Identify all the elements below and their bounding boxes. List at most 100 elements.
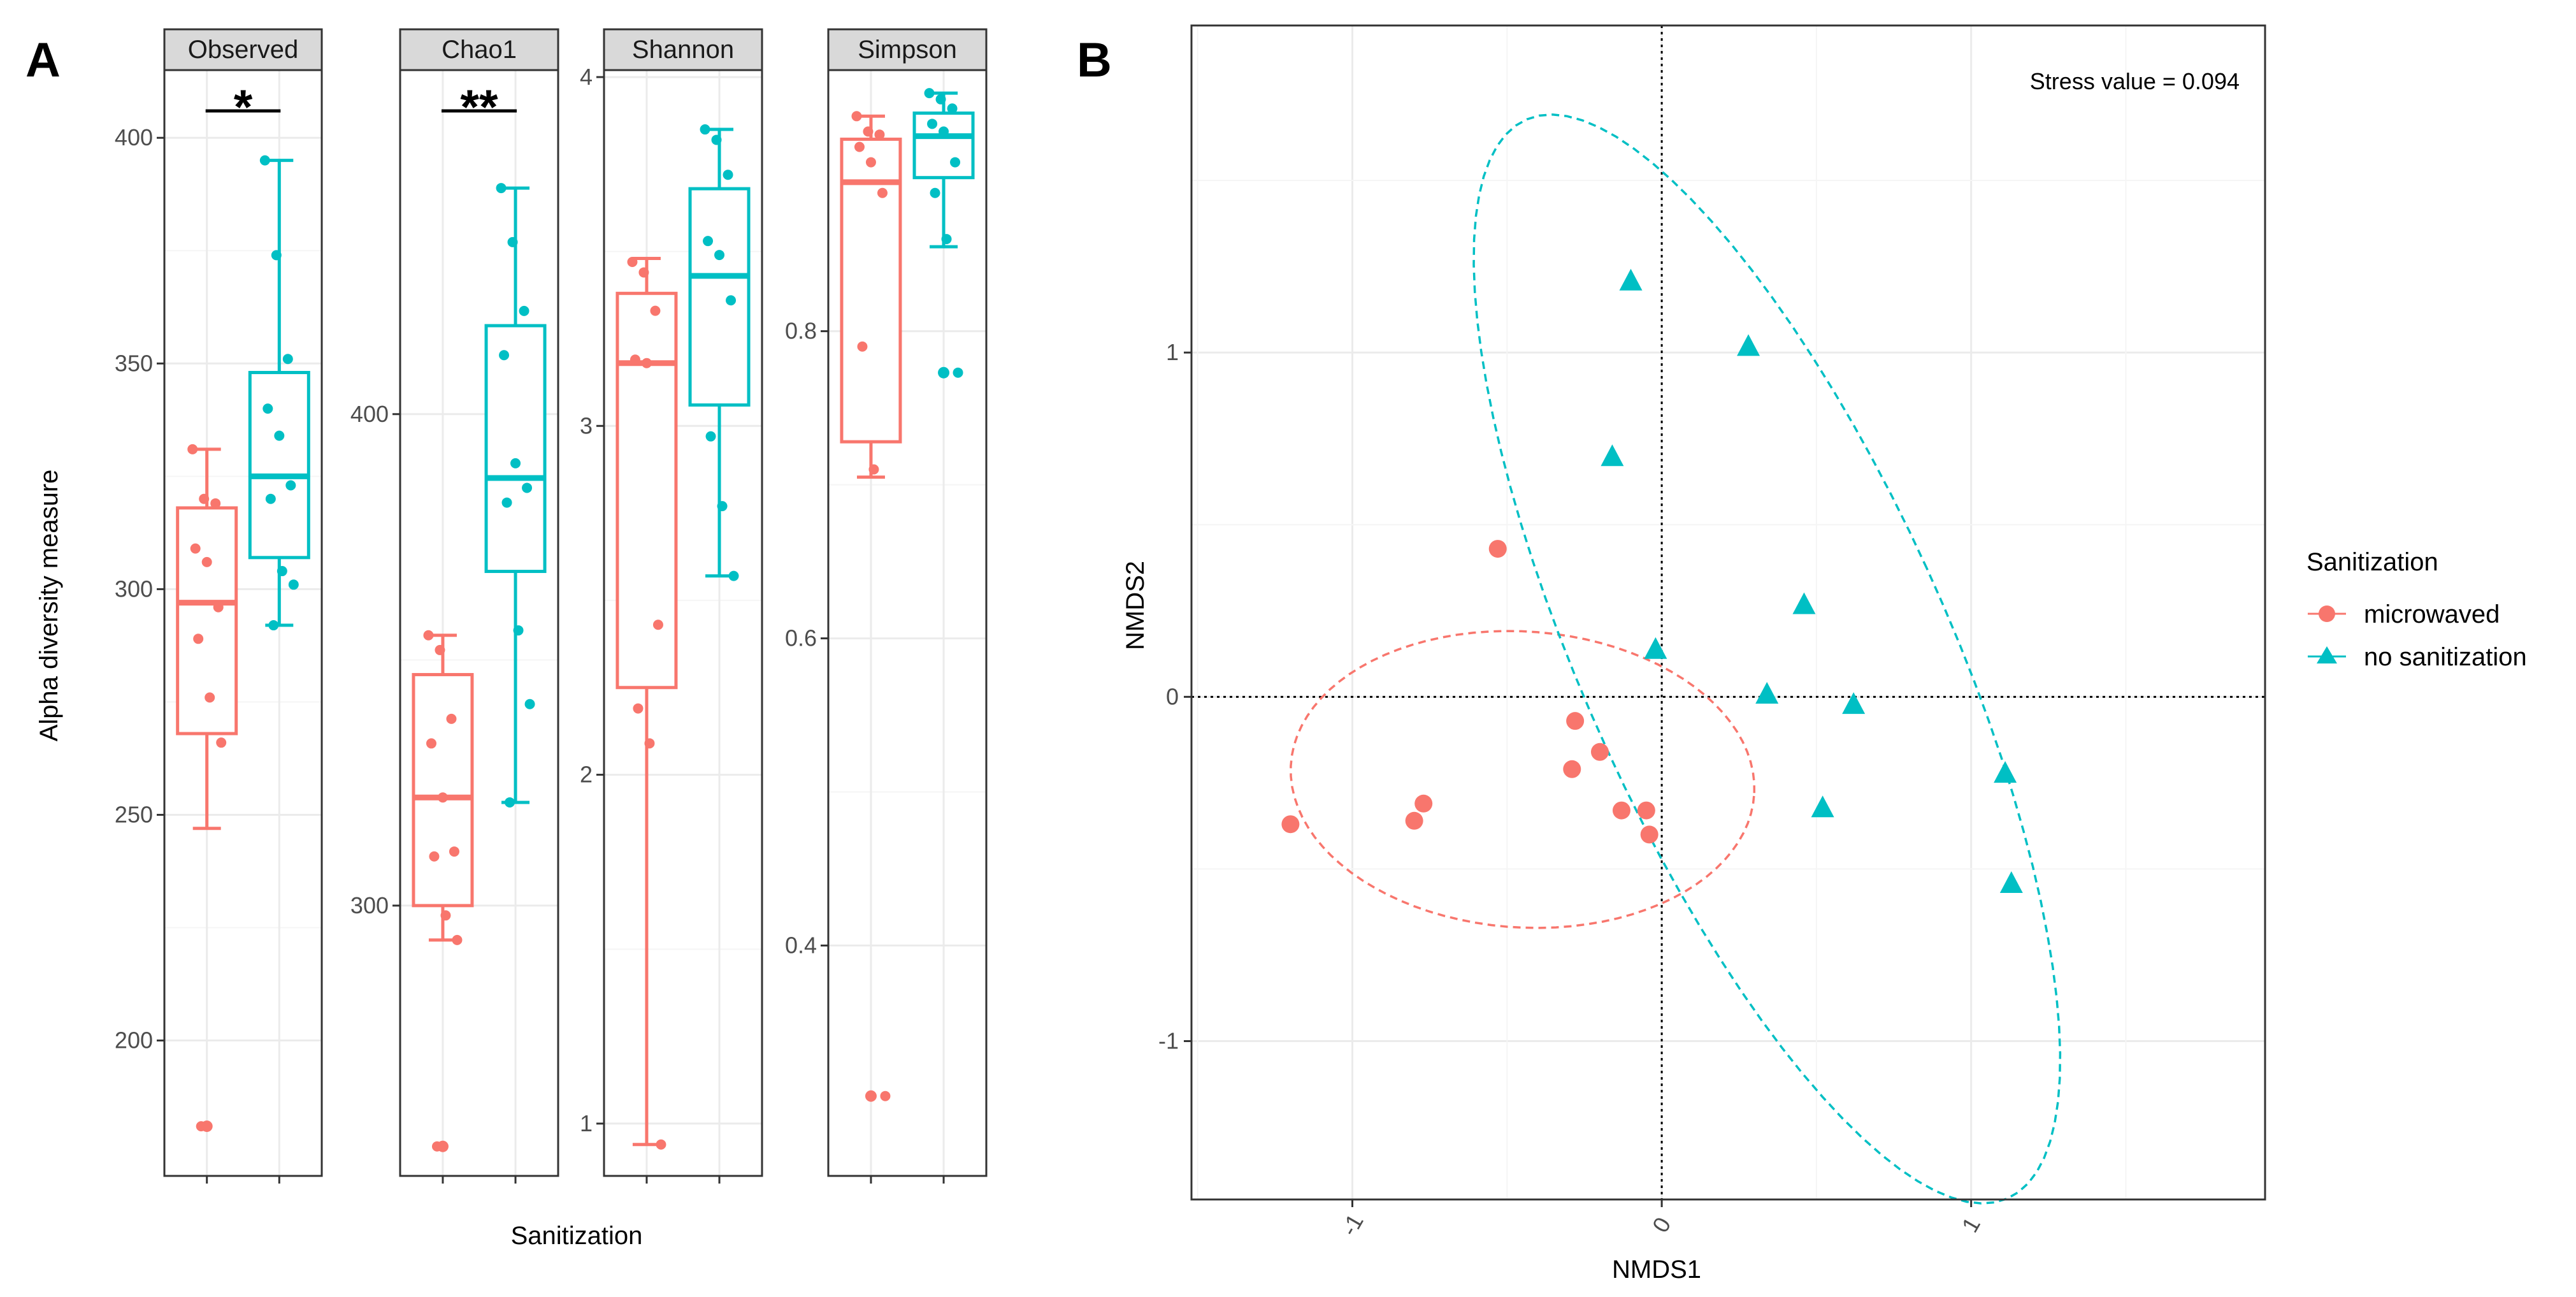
nmds-point-microwaved-7 <box>1414 794 1433 813</box>
facet-simpson-no-sanitization-point-1 <box>935 94 946 105</box>
facet-chao1-no-sanitization-point-5 <box>522 482 533 493</box>
nmds-point-microwaved-5 <box>1637 801 1655 820</box>
nmds-point-no-sanitization-5 <box>1755 681 1779 704</box>
panel-a-x-axis-title: Sanitization <box>511 1222 643 1250</box>
facet-shannon-y-tick-label-2: 3 <box>580 412 593 438</box>
facet-chao1-no-sanitization-point-0 <box>496 183 507 194</box>
nmds-point-microwaved-9 <box>1281 815 1300 834</box>
facet-simpson-no-sanitization-point-8 <box>953 367 963 378</box>
facet-strip-label-simpson: Simpson <box>858 36 957 64</box>
facet-simpson-no-sanitization-point-4 <box>939 126 949 137</box>
facet-shannon-no-sanitization-point-8 <box>728 570 739 581</box>
facet-simpson-no-sanitization-outlier-0 <box>938 366 950 379</box>
facet-simpson-microwaved-point-8 <box>880 1090 891 1101</box>
facet-observed-no-sanitization-point-3 <box>263 403 273 414</box>
facet-shannon-no-sanitization-point-2 <box>723 170 733 180</box>
nmds-point-microwaved-8 <box>1405 811 1423 830</box>
facet-observed-no-sanitization-point-9 <box>268 620 279 631</box>
facet-simpson-border <box>827 69 988 1177</box>
facet-shannon-no-sanitization-point-0 <box>700 124 710 135</box>
facet-simpson-microwaved-point-7 <box>868 464 879 475</box>
facet-shannon-microwaved-point-4 <box>641 358 652 368</box>
facet-shannon-y-tick-label-1: 2 <box>580 762 593 788</box>
nmds-x-tick-label-0: -1 <box>1335 1210 1369 1240</box>
facet-strip-simpson <box>827 28 988 71</box>
facet-simpson-microwaved-point-4 <box>865 157 876 168</box>
facet-chao1-microwaved-point-6 <box>429 851 440 862</box>
facet-observed-no-sanitization-box <box>248 370 310 560</box>
facet-observed-significance-label: * <box>234 80 253 134</box>
facet-simpson-microwaved-point-6 <box>857 341 868 352</box>
facet-observed-microwaved-point-2 <box>210 498 221 509</box>
facet-chao1-no-sanitization-point-2 <box>519 305 529 316</box>
facet-chao1-y-tick-label-1: 400 <box>350 401 389 427</box>
panel-b-label: B <box>1077 33 1112 87</box>
facet-observed-microwaved-point-4 <box>201 556 212 567</box>
facet-simpson-y-tick-label-1: 0.6 <box>785 625 817 651</box>
facet-simpson-microwaved-point-3 <box>854 141 865 152</box>
facet-chao1-no-sanitization-point-1 <box>507 236 518 247</box>
facet-simpson-no-sanitization-point-2 <box>947 103 958 114</box>
facet-chao1-y-tick-label-0: 300 <box>350 892 389 918</box>
facet-observed-no-sanitization-point-1 <box>271 250 282 261</box>
facet-simpson-microwaved-outlier-0 <box>865 1090 877 1102</box>
nmds-ellipse-no-sanitization <box>1472 113 2062 1205</box>
facet-simpson-y-tick-label-0: 0.4 <box>785 932 817 959</box>
facet-shannon-microwaved-point-8 <box>656 1139 666 1150</box>
facet-shannon-border <box>603 69 763 1177</box>
nmds-point-microwaved-1 <box>1566 712 1585 730</box>
facet-simpson-microwaved-point-0 <box>851 111 862 122</box>
legend-key-circle-microwaved <box>2319 605 2335 622</box>
nmds-point-no-sanitization-8 <box>1811 795 1834 818</box>
facet-observed-y-tick-label-1: 250 <box>115 801 153 827</box>
facet-chao1: Chao1 300 400 ** <box>350 28 559 1184</box>
facet-shannon-microwaved-point-3 <box>630 354 640 365</box>
facet-observed-microwaved-point-1 <box>199 493 210 504</box>
facet-chao1-microwaved-point-0 <box>423 630 434 641</box>
facet-observed-microwaved-point-7 <box>205 692 215 703</box>
facet-simpson-no-sanitization-point-6 <box>930 187 940 198</box>
facet-simpson-no-sanitization-point-0 <box>924 88 935 99</box>
facet-shannon-y-tick-label-3: 4 <box>580 64 593 90</box>
stress-value-annotation: Stress value = 0.094 <box>2030 68 2240 94</box>
facet-shannon-microwaved-point-6 <box>633 703 644 714</box>
nmds-point-no-sanitization-4 <box>1644 637 1667 659</box>
nmds-point-no-sanitization-1 <box>1737 334 1760 356</box>
facet-strip-label-shannon: Shannon <box>632 36 734 64</box>
facet-simpson-no-sanitization-point-7 <box>941 234 952 245</box>
facet-chao1-no-sanitization-point-3 <box>499 350 510 361</box>
facet-observed-microwaved-point-3 <box>190 543 201 554</box>
facet-shannon-y-tick-label-0: 1 <box>580 1110 593 1136</box>
facet-observed-no-sanitization-point-4 <box>274 430 285 441</box>
facet-simpson-no-sanitization-point-5 <box>950 157 961 168</box>
facet-strip-label-chao1: Chao1 <box>442 36 517 64</box>
panel-b-y-axis-title: NMDS2 <box>1121 561 1149 650</box>
facet-shannon-microwaved-point-5 <box>652 620 663 630</box>
legend: Sanitization microwaved no sanitization <box>2306 548 2527 671</box>
legend-label-no-sanitization: no sanitization <box>2364 643 2527 671</box>
nmds-point-no-sanitization-9 <box>1999 871 2023 894</box>
facet-chao1-no-sanitization-point-9 <box>505 797 515 808</box>
facet-simpson-microwaved-point-2 <box>874 129 885 140</box>
nmds-y-tick-label-0: -1 <box>1158 1028 1179 1054</box>
facet-shannon: Shannon 1 2 3 4 <box>580 28 763 1184</box>
facet-strip-shannon <box>603 28 763 71</box>
nmds-point-microwaved-6 <box>1640 825 1659 844</box>
facet-observed-no-sanitization-point-7 <box>277 566 287 577</box>
panel-a: A Alpha diversity measure Sanitization O… <box>25 28 988 1250</box>
facet-observed-no-sanitization-point-5 <box>285 480 296 491</box>
facet-shannon-microwaved-point-2 <box>650 305 661 316</box>
facet-observed-y-tick-label-4: 400 <box>115 124 153 150</box>
facet-shannon-microwaved-point-7 <box>644 738 655 749</box>
facet-observed-y-tick-label-2: 300 <box>115 576 153 602</box>
nmds-point-microwaved-0 <box>1488 540 1507 558</box>
facet-observed-no-sanitization-point-6 <box>265 493 276 504</box>
facet-chao1-no-sanitization-point-4 <box>510 458 521 468</box>
nmds-point-microwaved-4 <box>1612 801 1630 820</box>
facet-chao1-microwaved-point-2 <box>446 713 457 724</box>
facet-observed-border <box>163 69 323 1177</box>
facet-strip-observed <box>163 28 323 71</box>
nmds-x-tick-label-2: 1 <box>1956 1213 1985 1237</box>
legend-title: Sanitization <box>2306 548 2438 576</box>
panel-b-x-axis-title: NMDS1 <box>1612 1256 1701 1284</box>
